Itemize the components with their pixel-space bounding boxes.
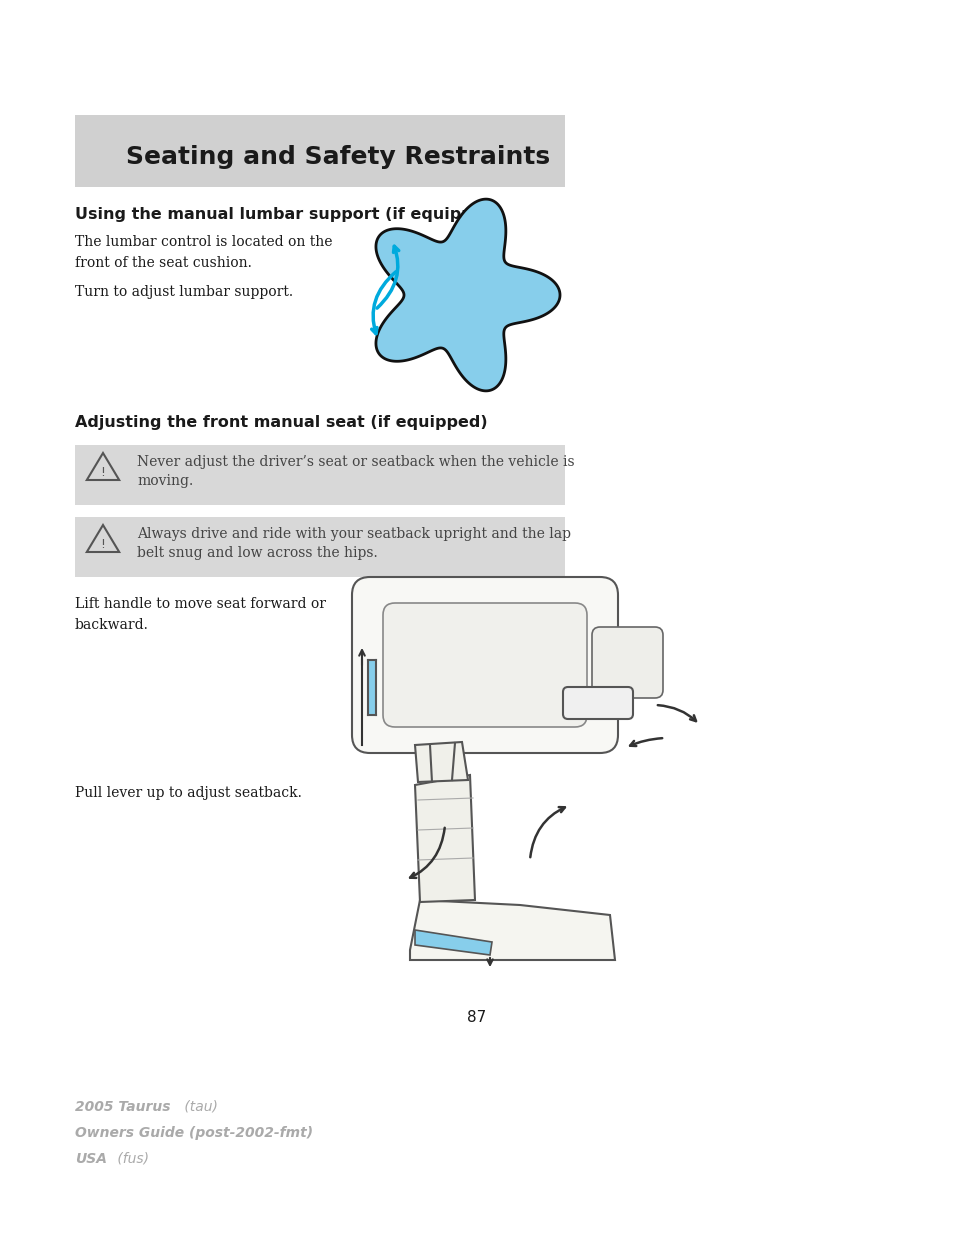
- Text: USA: USA: [75, 1152, 107, 1166]
- Bar: [75, 445, 564, 505]
- Text: (fus): (fus): [112, 1152, 149, 1166]
- Text: Always drive and ride with your seatback upright and the lap
belt snug and low a: Always drive and ride with your seatback…: [137, 527, 571, 561]
- Text: Never adjust the driver’s seat or seatback when the vehicle is
moving.: Never adjust the driver’s seat or seatba…: [137, 454, 574, 489]
- Bar: [368, 659, 375, 715]
- Text: 2005 Taurus: 2005 Taurus: [75, 1100, 171, 1114]
- FancyBboxPatch shape: [562, 687, 633, 719]
- Text: Using the manual lumbar support (if equipped): Using the manual lumbar support (if equi…: [75, 207, 502, 222]
- Polygon shape: [415, 742, 468, 782]
- Text: Pull lever up to adjust seatback.: Pull lever up to adjust seatback.: [75, 785, 301, 800]
- Text: The lumbar control is located on the
front of the seat cushion.: The lumbar control is located on the fro…: [75, 235, 333, 269]
- Text: Turn to adjust lumbar support.: Turn to adjust lumbar support.: [75, 285, 293, 299]
- Text: Seating and Safety Restraints: Seating and Safety Restraints: [126, 144, 550, 169]
- Text: Adjusting the front manual seat (if equipped): Adjusting the front manual seat (if equi…: [75, 415, 487, 430]
- Polygon shape: [375, 199, 559, 390]
- Text: Owners Guide (post-2002-fmt): Owners Guide (post-2002-fmt): [75, 1126, 313, 1140]
- Polygon shape: [415, 776, 475, 902]
- FancyBboxPatch shape: [352, 577, 618, 753]
- Text: !: !: [100, 467, 106, 479]
- Text: (tau): (tau): [180, 1100, 217, 1114]
- Polygon shape: [415, 930, 492, 955]
- FancyBboxPatch shape: [382, 603, 586, 727]
- Polygon shape: [410, 900, 615, 960]
- FancyBboxPatch shape: [592, 627, 662, 698]
- Text: 87: 87: [467, 1010, 486, 1025]
- Bar: [75, 517, 564, 577]
- Text: !: !: [100, 538, 106, 551]
- Bar: [75, 115, 564, 186]
- Text: Lift handle to move seat forward or
backward.: Lift handle to move seat forward or back…: [75, 597, 326, 631]
